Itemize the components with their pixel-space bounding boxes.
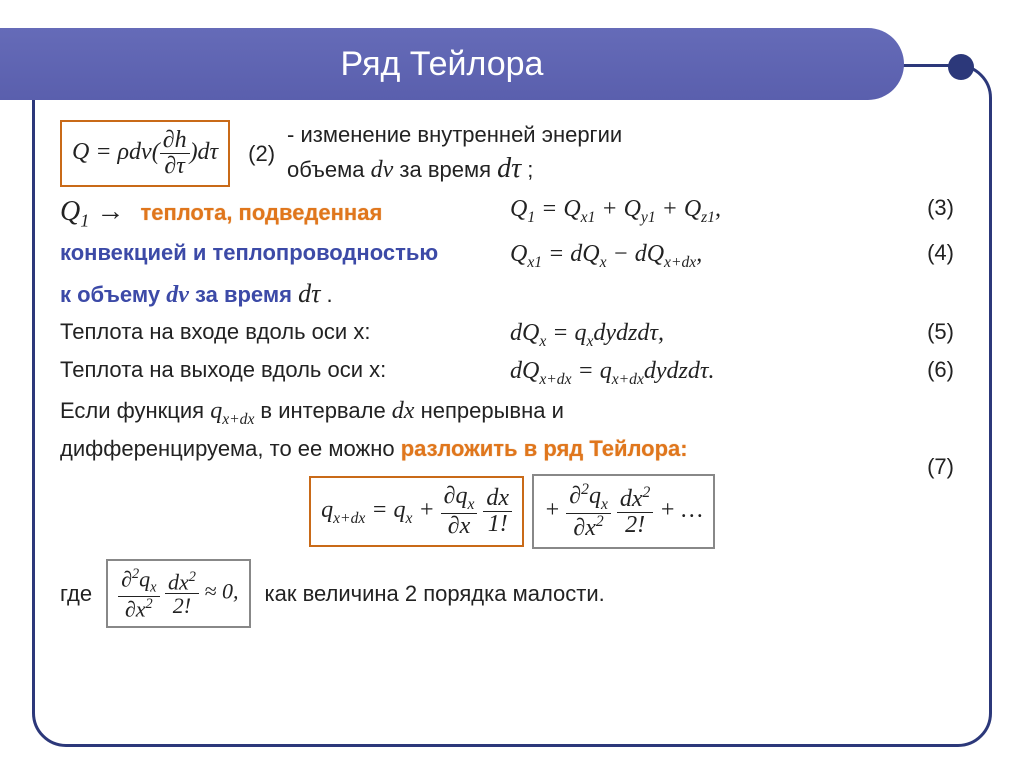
eq2-label: (2): [248, 139, 275, 169]
eq7-label: (7): [927, 452, 954, 482]
slide-content: Q = ρdv(∂h∂τ)dτ (2) - изменение внутренн…: [60, 120, 964, 731]
eq6-formula: dQx+dx = qx+dxdydzdτ.: [510, 355, 714, 390]
eq2-desc-line1: - изменение внутренней энергии: [287, 120, 622, 150]
eq6-text: Теплота на выходе вдоль оси x:: [60, 357, 386, 382]
q1-text2: конвекцией и теплопроводностью: [60, 240, 438, 265]
midtext-line2: дифференцируема, то ее можно разложить в…: [60, 434, 964, 468]
row-eq2: Q = ρdv(∂h∂τ)dτ (2) - изменение внутренн…: [60, 120, 964, 187]
eq7-main-box: qx+dx = qx + ∂qx∂x dx1!: [309, 476, 524, 547]
q1-text1: теплота, подведенная: [140, 200, 382, 225]
row-eq6: Теплота на выходе вдоль оси x: dQx+dx = …: [60, 355, 964, 389]
eq5-text: Теплота на входе вдоль оси x:: [60, 319, 370, 344]
eq6-label: (6): [927, 355, 954, 385]
title-bar: Ряд Тейлора: [0, 28, 904, 100]
footer-box: ∂2qx∂x2 dx22! ≈ 0,: [106, 559, 250, 628]
eq3-label: (3): [927, 193, 954, 223]
eq4-label: (4): [927, 238, 954, 268]
eq2-box: Q = ρdv(∂h∂τ)dτ: [60, 120, 230, 187]
row-q1-line3: к объему dv за время dτ .: [60, 276, 964, 311]
q1-symbol: Q1 →: [60, 196, 124, 227]
eq2-desc: - изменение внутренней энергии объема dv…: [287, 120, 622, 187]
row-q1-line2: конвекцией и теплопроводностью Qx1 = dQx…: [60, 238, 964, 272]
eq5-label: (5): [927, 317, 954, 347]
midtext-line1: Если функция qx+dx в интервале dx непрер…: [60, 395, 964, 430]
eq3-formula: Q1 = Qx1 + Qy1 + Qz1,: [510, 193, 721, 228]
row-q1-line1: Q1 → теплота, подведенная Q1 = Qx1 + Qy1…: [60, 193, 964, 233]
corner-dot: [948, 54, 974, 80]
eq5-formula: dQx = qxdydzdτ,: [510, 317, 664, 352]
midtext-fn: qx+dx: [210, 398, 260, 424]
eq2-desc-line2: объема dv за время dτ ;: [287, 150, 622, 188]
row-eq5: Теплота на входе вдоль оси x: dQx = qxdy…: [60, 317, 964, 351]
footer-where: где: [60, 579, 92, 609]
footer-text: как величина 2 порядка малости.: [265, 579, 605, 609]
slide: Ряд Тейлора Q = ρdv(∂h∂τ)dτ (2) - измене…: [0, 0, 1024, 767]
row-footer: где ∂2qx∂x2 dx22! ≈ 0, как величина 2 по…: [60, 559, 964, 628]
eq7-tail-box: + ∂2qx∂x2 dx22! + …: [532, 474, 715, 549]
slide-title: Ряд Тейлора: [341, 45, 544, 84]
eq4-formula: Qx1 = dQx − dQx+dx,: [510, 238, 702, 273]
row-eq7: qx+dx = qx + ∂qx∂x dx1! + ∂2qx∂x2 dx22! …: [60, 474, 964, 549]
